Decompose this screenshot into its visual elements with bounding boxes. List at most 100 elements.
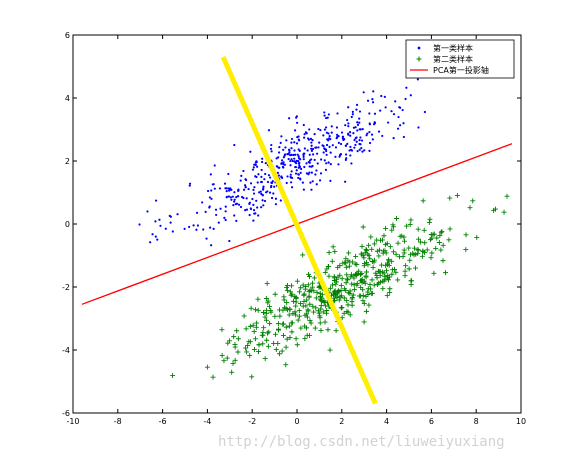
class2-point [332,249,338,255]
class2-point [327,347,333,353]
legend-marker-dot [417,46,421,50]
class1-point [302,155,305,159]
class2-point [264,337,270,343]
class2-point [305,308,311,314]
class2-point [389,271,395,277]
class2-point [284,336,290,342]
class1-point [188,182,192,185]
legend-box [405,39,515,79]
class1-point [291,159,294,163]
class1-point [266,190,269,193]
class1-point [262,204,265,207]
class1-point [362,91,365,94]
class1-point [154,199,158,202]
class2-point [386,257,392,263]
class2-point [282,305,288,311]
class2-point [337,294,343,300]
class2-point [210,374,216,380]
class1-point [345,157,348,160]
class1-point [399,106,402,109]
class2-point [339,276,345,282]
class2-point [362,250,368,256]
class2-point [361,263,367,269]
class1-point [275,165,278,168]
class1-point [339,153,342,156]
class1-point [323,111,326,114]
class2-point [390,249,396,255]
class1-point [267,174,271,177]
class2-point [251,329,257,335]
class1-point [277,156,280,159]
class2-point [358,293,364,299]
class1-point [195,228,198,231]
class2-point [281,294,287,300]
class1-point [310,149,314,152]
class1-point [351,113,354,116]
class2-point [329,258,335,264]
class2-point [267,304,273,310]
class1-point [289,164,292,167]
class2-point [298,325,304,331]
class1-point [318,141,321,144]
class1-point [237,195,240,198]
class1-point [244,209,247,212]
class2-point [370,265,376,271]
class1-point [280,159,284,162]
class2-point [427,216,433,222]
class1-point [229,196,232,199]
class2-point [241,313,247,319]
class1-point [324,168,328,171]
x-tick-label: -10 [66,417,79,426]
class1-point [322,151,325,154]
class2-point [235,349,241,355]
class1-point [350,162,353,165]
class1-point [261,160,264,164]
class2-point [333,281,339,287]
class2-point [219,352,225,358]
class1-point [368,141,372,145]
class2-point [389,267,395,273]
class2-point [304,332,310,338]
class1-point [366,99,370,102]
class2-point [267,320,273,326]
class2-point [434,235,440,241]
class2-point [234,328,240,334]
class2-point [348,274,354,280]
class1-point [363,149,366,152]
class2-point [379,262,385,268]
class2-point [344,272,350,278]
class2-point [377,272,383,278]
class1-point [255,199,258,202]
class1-point [284,153,287,156]
class2-point [424,247,430,253]
class1-point [358,110,362,113]
class2-point [230,360,236,366]
class1-point [356,129,359,132]
class1-point [337,141,340,144]
class2-point [266,329,272,335]
x-tick-label: 2 [339,417,344,426]
x-tick-label: 4 [384,417,389,426]
class1-point [295,115,298,118]
class1-point [322,134,325,137]
class1-point [381,134,384,138]
class1-point [352,126,356,129]
class2-point [253,307,259,313]
class2-point [389,258,395,264]
class1-point [290,137,294,141]
class1-point [346,118,349,122]
class1-point [311,139,314,142]
class1-point [289,159,292,163]
class2-point [249,374,255,380]
class1-point [299,178,302,181]
class2-point [419,253,425,259]
class2-point [294,342,300,348]
class2-point [293,336,299,342]
class1-point [327,139,330,142]
class2-point [284,284,290,290]
class2-point [367,256,373,262]
class1-point [281,165,285,168]
class1-point [349,145,352,149]
class1-point [308,128,311,131]
class2-point [335,264,341,270]
